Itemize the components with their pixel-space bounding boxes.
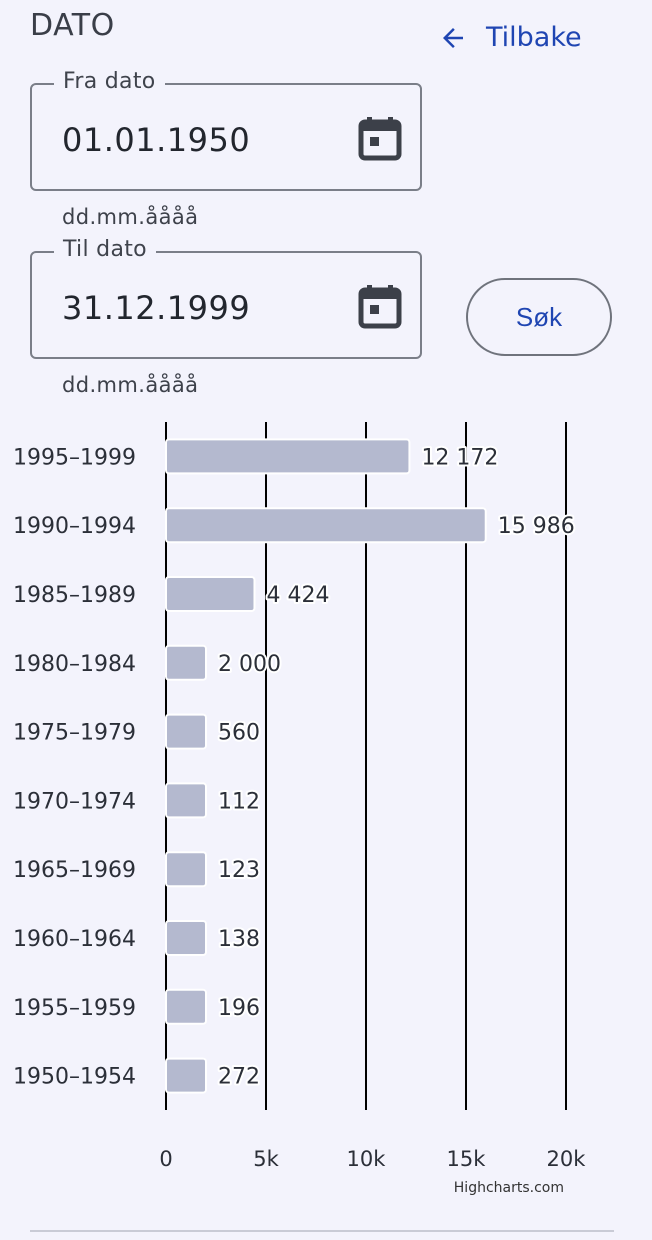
footer-divider xyxy=(30,1230,614,1232)
data-label: 560 xyxy=(218,721,260,746)
arrow-left-icon xyxy=(443,27,463,48)
category-label: 1985–1989 xyxy=(13,583,136,608)
category-label: 1965–1969 xyxy=(13,858,136,883)
bar[interactable] xyxy=(165,713,207,750)
to-date-value: 31.12.1999 xyxy=(62,289,251,327)
from-date-field[interactable]: Fra dato 01.01.1950 xyxy=(30,69,422,191)
bar[interactable] xyxy=(165,988,207,1025)
data-label: 112 xyxy=(218,789,260,814)
back-link-label: Tilbake xyxy=(486,22,582,53)
category-label: 1980–1984 xyxy=(13,652,136,677)
from-date-legend: Fra dato xyxy=(54,69,165,94)
x-tick-label: 0 xyxy=(159,1147,172,1171)
from-date-format-hint: dd.mm.åååå xyxy=(62,205,199,229)
data-label: 123 xyxy=(218,858,260,883)
calendar-icon[interactable] xyxy=(358,283,402,329)
back-link[interactable]: Tilbake xyxy=(438,22,582,53)
category-label: 1970–1974 xyxy=(13,789,136,814)
to-date-field[interactable]: Til dato 31.12.1999 xyxy=(30,237,422,359)
bar[interactable] xyxy=(165,1057,207,1094)
chart-credits[interactable]: Highcharts.com xyxy=(454,1180,564,1196)
x-tick-label: 15k xyxy=(447,1147,487,1171)
from-date-value: 01.01.1950 xyxy=(62,121,251,159)
search-button[interactable]: Søk xyxy=(466,278,612,356)
bar[interactable] xyxy=(165,851,207,888)
data-label: 196 xyxy=(218,996,260,1021)
bar[interactable] xyxy=(165,920,207,956)
category-label: 1995–1999 xyxy=(13,445,136,470)
category-label: 1960–1964 xyxy=(13,927,136,952)
category-label: 1955–1959 xyxy=(13,996,136,1021)
data-label: 138 xyxy=(218,927,260,952)
bar[interactable] xyxy=(165,782,207,819)
data-label: 2 000 xyxy=(218,652,281,677)
category-label: 1950–1954 xyxy=(13,1065,136,1090)
bar[interactable] xyxy=(165,438,411,475)
data-label: 15 986 xyxy=(498,514,575,539)
data-label: 4 424 xyxy=(266,583,329,608)
to-date-legend: Til dato xyxy=(54,237,156,262)
category-label: 1990–1994 xyxy=(13,514,136,539)
data-label: 12 172 xyxy=(421,445,498,470)
x-tick-label: 5k xyxy=(253,1147,279,1171)
data-label: 272 xyxy=(218,1065,260,1090)
calendar-icon[interactable] xyxy=(358,115,402,161)
to-date-format-hint: dd.mm.åååå xyxy=(62,373,199,397)
bar[interactable] xyxy=(165,576,256,612)
category-label: 1975–1979 xyxy=(13,721,136,746)
page-title: DATO xyxy=(30,8,115,43)
x-tick-label: 10k xyxy=(347,1147,387,1171)
x-tick-label: 20k xyxy=(547,1147,587,1171)
bar[interactable] xyxy=(165,507,487,544)
bar[interactable] xyxy=(165,644,207,681)
